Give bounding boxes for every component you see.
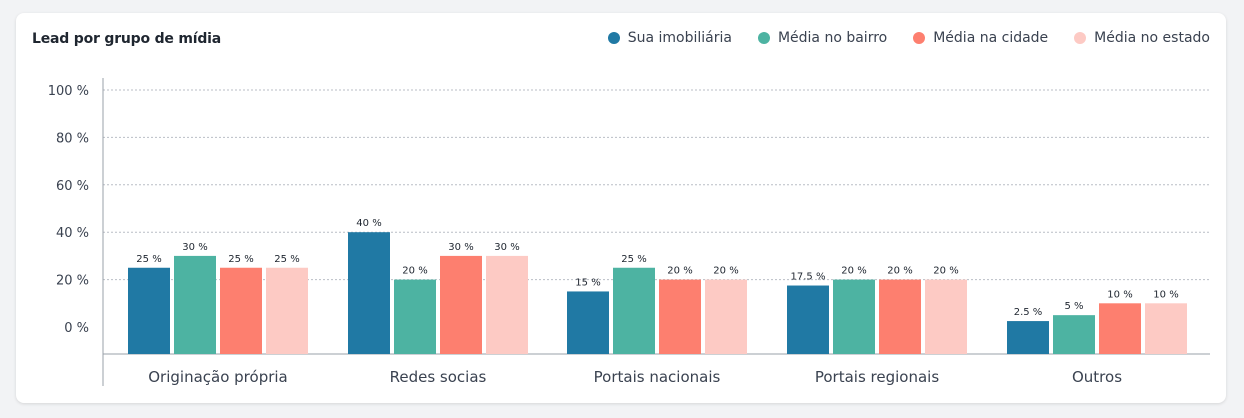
x-category-label: Portais nacionais bbox=[594, 368, 721, 386]
chart-title: Lead por grupo de mídia bbox=[32, 31, 222, 47]
data-label: 20 % bbox=[933, 266, 958, 277]
data-label: 20 % bbox=[713, 266, 738, 277]
legend-label: Sua imobiliária bbox=[627, 30, 732, 46]
x-category-label: Portais regionais bbox=[815, 368, 939, 386]
data-label: 25 % bbox=[228, 254, 253, 265]
legend-swatch bbox=[913, 32, 926, 44]
legend-swatch bbox=[607, 32, 620, 44]
data-label: 20 % bbox=[887, 266, 912, 277]
chart-legend: Sua imobiliária Média no bairro Média na c… bbox=[607, 30, 1210, 46]
data-label: 30 % bbox=[448, 242, 473, 253]
y-tick-label: 40 % bbox=[56, 226, 89, 241]
legend-label: Média no bairro bbox=[777, 30, 888, 46]
bar bbox=[1099, 303, 1141, 354]
y-tick-label: 20 % bbox=[56, 274, 89, 289]
bar bbox=[440, 255, 482, 354]
y-tick-label: 60 % bbox=[56, 179, 89, 194]
data-label: 25 % bbox=[621, 254, 646, 265]
y-tick-label: 100 % bbox=[48, 84, 89, 99]
bar bbox=[567, 291, 609, 354]
bar bbox=[925, 279, 967, 354]
bar bbox=[705, 279, 747, 354]
bar bbox=[174, 255, 216, 354]
data-label: 30 % bbox=[494, 242, 519, 253]
legend-swatch bbox=[1074, 32, 1087, 44]
bar bbox=[833, 279, 875, 354]
data-label: 30 % bbox=[182, 242, 207, 253]
data-label: 40 % bbox=[356, 218, 381, 229]
bar bbox=[1053, 315, 1095, 354]
data-label: 10 % bbox=[1153, 289, 1178, 300]
bar bbox=[394, 279, 436, 354]
x-category-label: Redes socias bbox=[390, 368, 487, 386]
data-label: 2.5 % bbox=[1014, 307, 1043, 318]
data-label: 25 % bbox=[274, 254, 299, 265]
legend-label: Média no estado bbox=[1094, 30, 1210, 46]
bar bbox=[266, 267, 308, 354]
data-label: 5 % bbox=[1064, 301, 1083, 312]
legend-item[interactable]: Média no bairro bbox=[757, 30, 888, 46]
data-label: 17.5 % bbox=[791, 272, 826, 283]
bar bbox=[1007, 321, 1049, 354]
y-tick-label: 80 % bbox=[56, 131, 89, 146]
data-label: 20 % bbox=[841, 266, 866, 277]
bar bbox=[1145, 303, 1187, 354]
bar bbox=[128, 267, 170, 354]
y-tick-label: 0 % bbox=[64, 321, 89, 336]
x-category-label: Outros bbox=[1072, 368, 1122, 386]
data-label: 10 % bbox=[1107, 289, 1132, 300]
bar bbox=[486, 255, 528, 354]
x-category-label: Originação própria bbox=[148, 368, 288, 386]
legend-item[interactable]: Média na cidade bbox=[913, 30, 1048, 46]
bar bbox=[659, 279, 701, 354]
bar bbox=[348, 232, 390, 354]
data-label: 25 % bbox=[136, 254, 161, 265]
legend-label: Média na cidade bbox=[933, 30, 1049, 46]
data-label: 20 % bbox=[402, 266, 427, 277]
bar bbox=[787, 285, 829, 354]
data-label: 20 % bbox=[667, 266, 692, 277]
legend-swatch bbox=[757, 32, 770, 44]
legend-item[interactable]: Sua imobiliária bbox=[607, 30, 732, 46]
bar bbox=[220, 267, 262, 354]
bar bbox=[613, 267, 655, 354]
legend-item[interactable]: Média no estado bbox=[1074, 30, 1210, 46]
data-label: 15 % bbox=[575, 277, 600, 288]
bar bbox=[879, 279, 921, 354]
